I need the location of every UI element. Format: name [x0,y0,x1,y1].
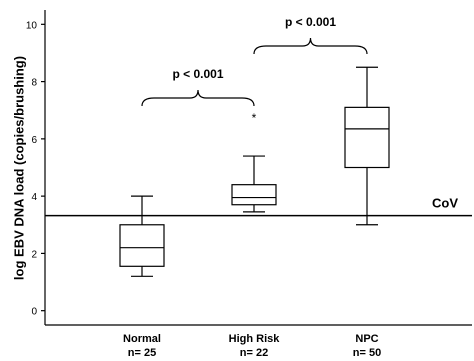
y-axis-label: log EBV DNA load (copies/brushing) [11,56,26,280]
n-label: n= 22 [240,347,268,359]
x-tick-label: High Risk [229,333,281,345]
box [344,106,390,169]
y-tick-label: 0 [31,307,37,318]
bracket [253,37,368,55]
n-label: n= 50 [353,347,381,359]
x-tick-label: Normal [123,333,161,345]
p-value: p < 0.001 [285,15,336,29]
outlier: * [252,111,257,125]
y-tick-label: 2 [31,249,37,260]
p-value: p < 0.001 [172,67,223,81]
reference-label: CoV [432,196,458,211]
bracket [141,89,255,107]
box [119,224,165,267]
n-label: n= 25 [128,347,156,359]
x-tick-label: NPC [355,333,378,345]
y-tick-label: 4 [31,192,37,203]
y-tick-label: 8 [31,78,37,89]
y-tick-label: 6 [31,135,37,146]
box [231,184,277,206]
y-tick-label: 10 [26,20,38,31]
